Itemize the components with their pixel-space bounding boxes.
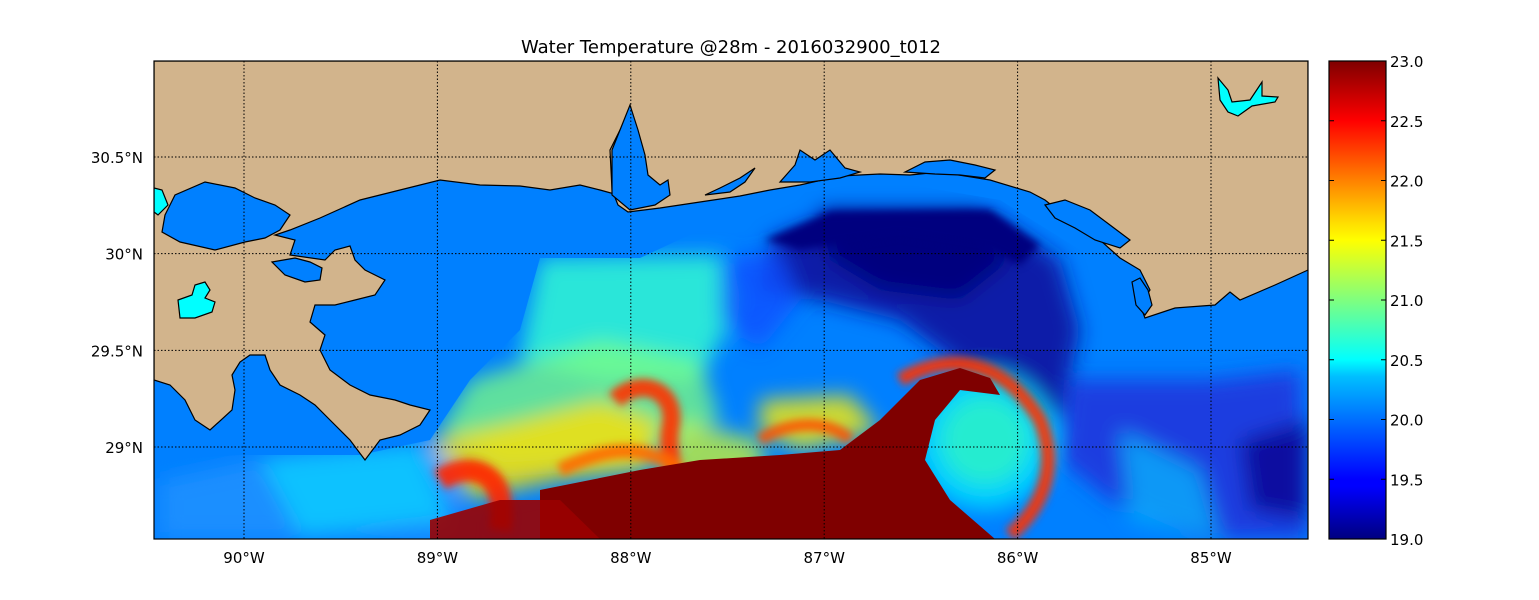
map-plot-area [154,61,1308,539]
longitude-tick-label: 90°W [223,549,265,567]
latitude-tick-label: 29°N [105,439,143,457]
colorbar-tick-labels: 23.0 22.5 22.0 21.5 21.0 20.5 20.0 19.5 19.0 [1329,53,1423,549]
lake-pontchartrain [161,181,291,251]
colorbar-tick-label: 20.5 [1390,352,1423,370]
colorbar-tick-label: 22.0 [1390,173,1423,191]
latitude-tick-label: 30°N [105,246,143,264]
lake-borgne [270,257,323,283]
colorbar-tick-label: 20.0 [1390,412,1423,430]
plot-frame [153,60,1309,540]
warm-core [540,368,1000,539]
colorbar-tick-label: 23.0 [1390,53,1423,71]
colorbar: 23.0 22.5 22.0 21.5 21.0 20.5 20.0 19.5 19.0 [1328,53,1423,549]
longitude-tick-label: 85°W [1190,549,1232,567]
lake-west [154,187,169,216]
colorbar-tick-label: 19.0 [1390,531,1423,549]
latitude-tick-label: 30.5°N [91,149,143,167]
grid-lines [154,61,1308,539]
apalachicola-bay [1043,199,1131,249]
longitude-tick-labels: 90°W 89°W 88°W 87°W 86°W 85°W [223,549,1232,567]
pensacola-bay [704,167,756,196]
longitude-tick-label: 88°W [610,549,652,567]
colorbar-tick-label: 19.5 [1390,471,1423,489]
map-title: Water Temperature @28m - 2016032900_t012 [521,37,941,58]
choctawhatchee-bay [778,149,863,183]
latitude-tick-label: 29.5°N [91,342,143,360]
colorbar-tick-label: 22.5 [1390,113,1423,131]
lake-inland [177,281,216,319]
lake-northeast [1217,76,1280,117]
latitude-tick-labels: 30.5°N 30°N 29.5°N 29°N [91,149,143,457]
colorbar-tick-label: 21.5 [1390,232,1423,250]
longitude-tick-label: 86°W [997,549,1039,567]
st-andrew-bay [902,159,997,179]
colorbar-tick-label: 21.0 [1390,292,1423,310]
apalachee-bay [1131,277,1153,316]
colorbar-gradient [1329,61,1386,539]
longitude-tick-label: 87°W [803,549,845,567]
longitude-tick-label: 89°W [417,549,459,567]
